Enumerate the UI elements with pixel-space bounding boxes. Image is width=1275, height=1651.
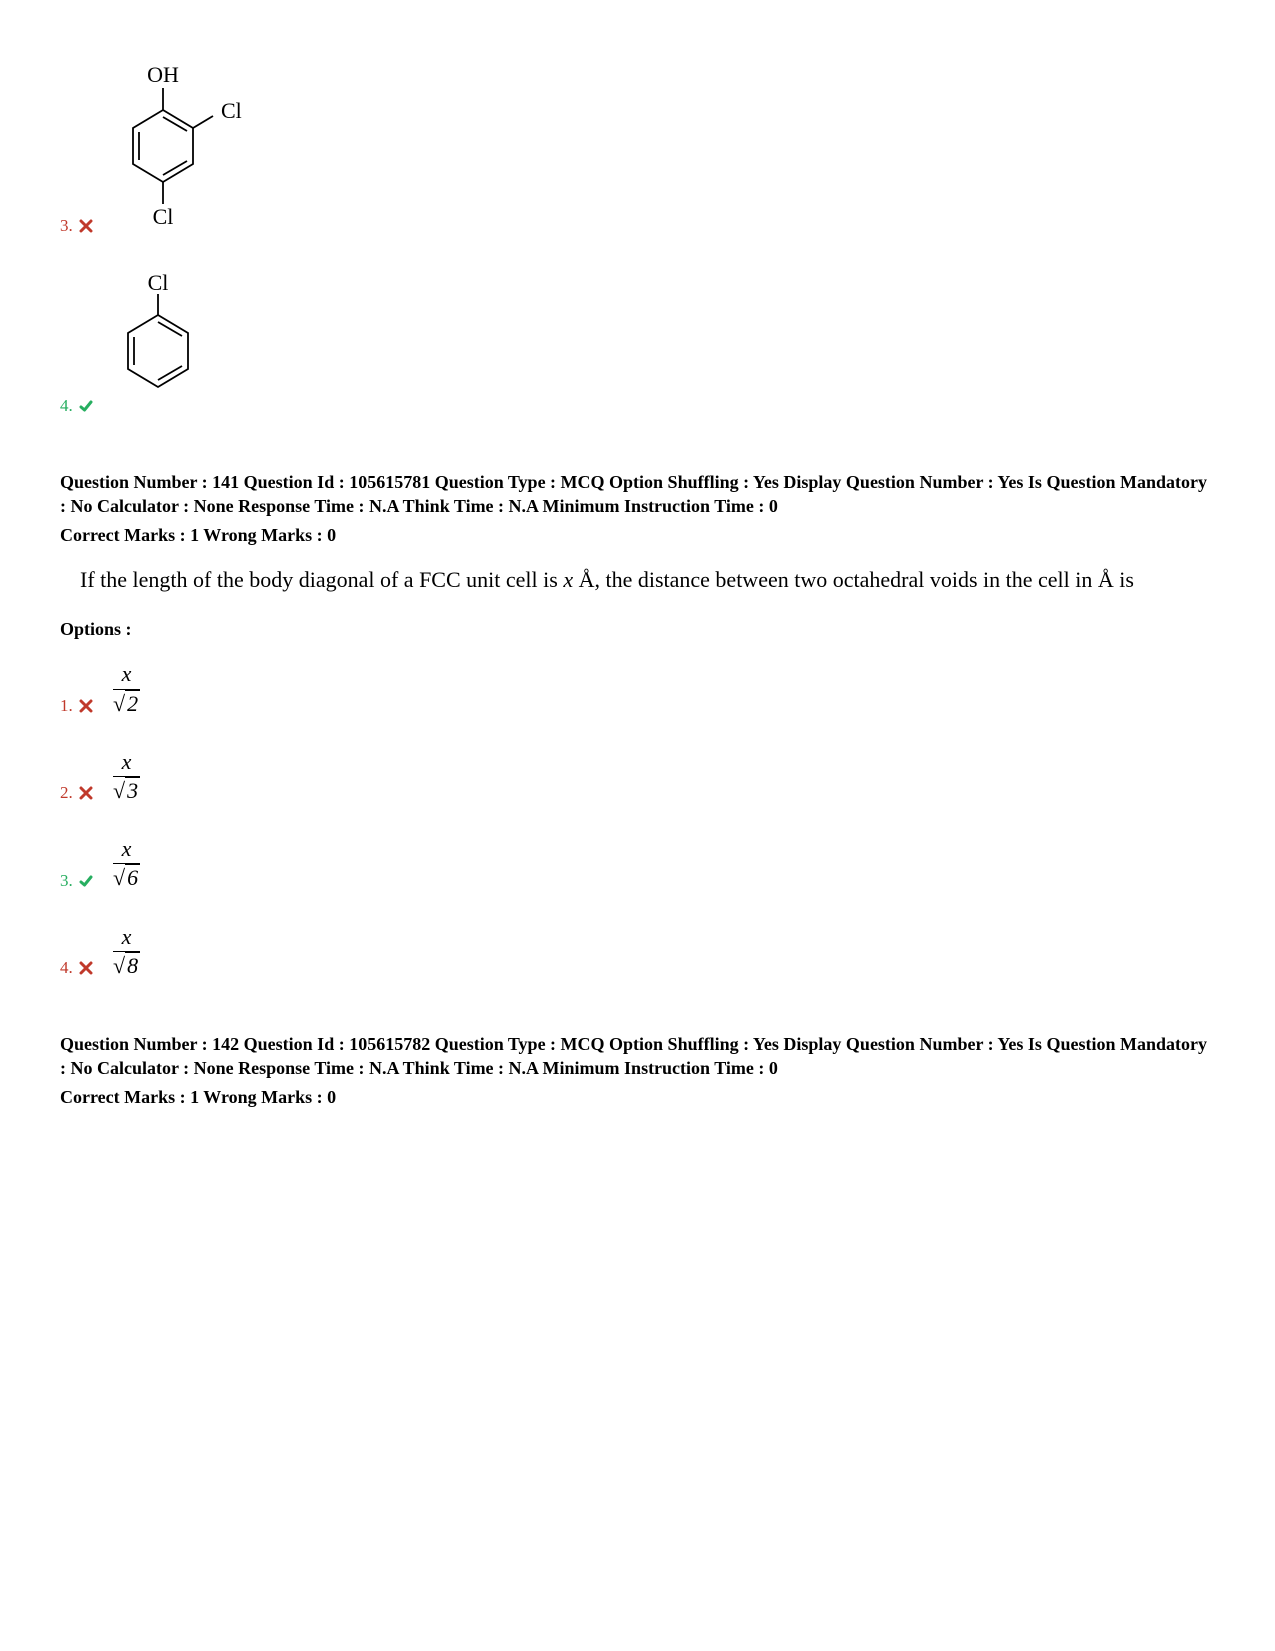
label-cl-r: Cl [221, 98, 242, 123]
option-number-text: 1. [60, 696, 73, 715]
check-icon [79, 874, 93, 888]
cross-icon [79, 786, 93, 800]
q141-marks: Correct Marks : 1 Wrong Marks : 0 [60, 525, 1215, 546]
option-number: 4. [60, 958, 93, 982]
label-cl-b: Cl [153, 204, 174, 229]
q141-option-1: 1. x √2 [60, 662, 1215, 719]
label-cl-top: Cl [148, 270, 169, 295]
cross-icon [79, 699, 93, 713]
q141-meta: Question Number : 141 Question Id : 1056… [60, 470, 1215, 519]
q141-option-3: 3. x √6 [60, 837, 1215, 894]
q141-text-prefix: If the length of the body diagonal of a … [80, 567, 563, 592]
fraction-denominator: √6 [113, 864, 140, 890]
option-number-text: 3. [60, 216, 73, 235]
structure-dichlorophenol: OH Cl Cl [113, 60, 243, 240]
q142-meta: Question Number : 142 Question Id : 1056… [60, 1032, 1215, 1081]
q141-text-var: x [563, 567, 573, 592]
fraction: x √3 [113, 750, 140, 803]
option-number-text: 3. [60, 871, 73, 890]
option-number-text: 4. [60, 396, 73, 415]
label-oh: OH [147, 62, 179, 87]
q140-option-4: 4. Cl [60, 270, 1215, 420]
check-icon [79, 399, 93, 413]
q141-text: If the length of the body diagonal of a … [80, 564, 1215, 596]
options-label: Options : [60, 619, 1215, 640]
fraction-numerator: x [113, 925, 140, 952]
option-number-text: 2. [60, 783, 73, 802]
option-number: 3. [60, 871, 93, 895]
q141-option-4: 4. x √8 [60, 925, 1215, 982]
q141-option-2: 2. x √3 [60, 750, 1215, 807]
fraction-denominator: √8 [113, 952, 140, 978]
fraction: x √2 [113, 662, 140, 715]
cross-icon [79, 219, 93, 233]
option-number: 3. [60, 216, 93, 240]
fraction-numerator: x [113, 750, 140, 777]
fraction: x √6 [113, 837, 140, 890]
q140-option-3: 3. OH Cl Cl [60, 60, 1215, 240]
q142-marks: Correct Marks : 1 Wrong Marks : 0 [60, 1087, 1215, 1108]
fraction-numerator: x [113, 662, 140, 689]
option-number: 1. [60, 696, 93, 720]
fraction: x √8 [113, 925, 140, 978]
fraction-numerator: x [113, 837, 140, 864]
cross-icon [79, 961, 93, 975]
q141-text-mid: Å, the distance between two octahedral v… [573, 567, 1134, 592]
fraction-denominator: √3 [113, 777, 140, 803]
fraction-denominator: √2 [113, 690, 140, 716]
option-number: 2. [60, 783, 93, 807]
option-number: 4. [60, 396, 93, 420]
structure-chlorobenzene: Cl [113, 270, 213, 420]
option-number-text: 4. [60, 958, 73, 977]
